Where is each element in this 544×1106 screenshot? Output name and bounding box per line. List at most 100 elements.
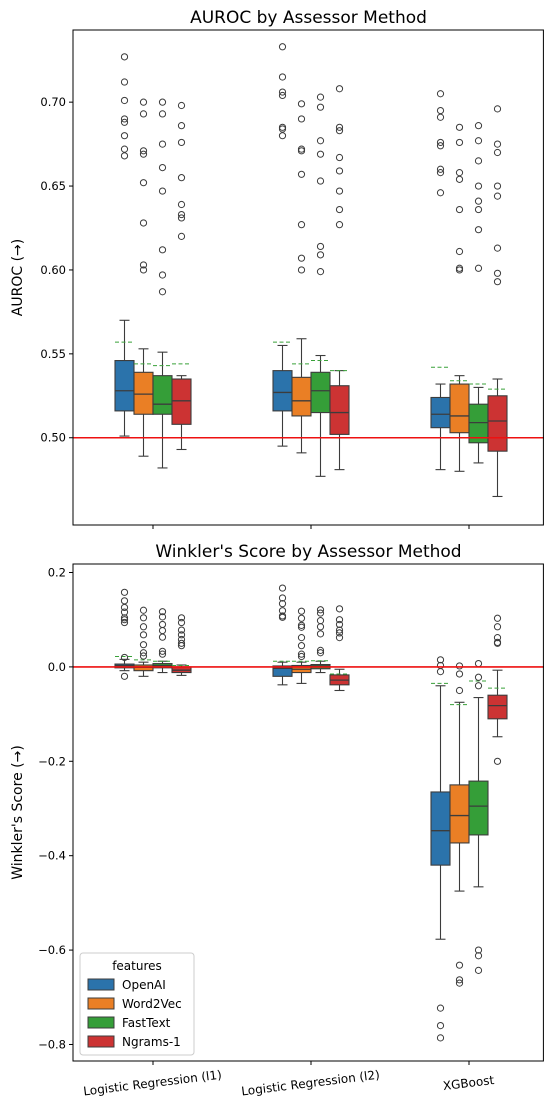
- y-axis-label: AUROC (→): [10, 239, 26, 316]
- outlier-point: [120, 78, 129, 86]
- outlier-point: [455, 670, 464, 678]
- outlier-point: [158, 98, 167, 106]
- legend: features OpenAI Word2Vec FastText Ngrams-1: [79, 952, 195, 1056]
- outlier-point: [335, 187, 344, 195]
- outlier-point: [335, 620, 344, 629]
- y-tick-label: 0.0: [48, 660, 66, 674]
- box-ngrams-1: [171, 378, 192, 425]
- chart-title: Winkler's Score by Assessor Method: [155, 542, 461, 562]
- outlier-point: [139, 219, 148, 227]
- outlier-point: [139, 649, 148, 657]
- box-word2vec: [449, 383, 470, 434]
- outlier-point: [474, 182, 483, 190]
- outlier-point: [316, 268, 325, 276]
- outlier-point: [139, 110, 148, 118]
- outlier-point: [177, 138, 186, 147]
- outlier-point: [139, 150, 148, 158]
- outlier-point: [493, 244, 502, 252]
- outlier-point: [455, 979, 464, 987]
- outlier-point: [474, 197, 483, 205]
- outlier-point: [316, 150, 325, 158]
- outlier-point: [158, 246, 167, 254]
- y-tick-label: 0.50: [40, 431, 66, 445]
- outlier-point: [278, 132, 287, 140]
- box-ngrams-1: [329, 385, 350, 435]
- outlier-point: [455, 205, 464, 214]
- outlier-point: [297, 614, 306, 622]
- outlier-point: [120, 115, 129, 123]
- outlier-point: [436, 1022, 445, 1030]
- outlier-point: [177, 200, 186, 209]
- outlier-point: [335, 167, 344, 175]
- outlier-point: [316, 242, 325, 251]
- outlier-point: [436, 668, 445, 676]
- outlier-point: [120, 588, 129, 596]
- outlier-point: [474, 157, 483, 165]
- outlier-point: [278, 594, 287, 602]
- outlier-point: [139, 147, 148, 155]
- outlier-point: [493, 105, 502, 113]
- outlier-point: [493, 182, 502, 190]
- legend-entry: Word2Vec: [122, 997, 182, 1011]
- x-tick-label: XGBoost: [442, 1073, 495, 1093]
- outlier-point: [297, 266, 306, 274]
- outlier-point: [177, 174, 186, 182]
- outlier-point: [436, 165, 445, 173]
- axes-frame: [72, 29, 544, 526]
- outlier-point: [316, 606, 325, 614]
- outlier-point: [474, 952, 483, 960]
- outlier-point: [436, 169, 445, 177]
- outlier-point: [297, 652, 306, 661]
- outlier-point: [316, 646, 325, 654]
- x-tick-label: Logistic Regression (l2): [241, 1068, 381, 1099]
- outlier-point: [139, 631, 148, 639]
- outlier-point: [474, 946, 483, 954]
- y-tick-label: −0.8: [38, 1037, 66, 1051]
- outlier-point: [158, 140, 167, 148]
- box-ngrams-1: [487, 694, 508, 720]
- outlier-point: [177, 639, 186, 647]
- box-word2vec: [291, 376, 312, 417]
- outlier-point: [316, 177, 325, 185]
- outlier-point: [120, 597, 129, 605]
- outlier-point: [158, 626, 167, 635]
- outlier-point: [436, 142, 445, 150]
- outlier-point: [493, 148, 502, 157]
- outlier-point: [177, 618, 186, 627]
- outlier-point: [474, 137, 483, 145]
- legend-entry: Ngrams-1: [122, 1035, 181, 1049]
- legend-swatch: [87, 1035, 115, 1048]
- outlier-point: [436, 106, 445, 115]
- x-tick-label: Logistic Regression (l1): [83, 1068, 223, 1099]
- outlier-point: [158, 620, 167, 629]
- outlier-point: [158, 613, 167, 621]
- outlier-point: [120, 614, 129, 622]
- outlier-point: [474, 682, 483, 690]
- outlier-point: [436, 113, 445, 121]
- box-openai: [430, 791, 451, 866]
- outlier-point: [493, 623, 502, 631]
- outlier-point: [474, 226, 483, 234]
- box-openai: [272, 370, 293, 412]
- outlier-point: [316, 617, 325, 625]
- outlier-point: [493, 269, 502, 277]
- outlier-point: [278, 125, 287, 133]
- outlier-point: [455, 976, 464, 984]
- outlier-point: [139, 614, 148, 622]
- outlier-point: [297, 254, 306, 262]
- legend-swatch: [87, 978, 115, 991]
- outlier-point: [474, 673, 483, 681]
- outlier-point: [158, 163, 167, 172]
- outlier-point: [493, 634, 502, 642]
- outlier-point: [278, 88, 287, 96]
- outlier-point: [455, 266, 464, 274]
- outlier-point: [455, 123, 464, 131]
- outlier-point: [297, 607, 306, 615]
- y-tick-label: 0.60: [40, 263, 66, 277]
- outlier-point: [177, 642, 186, 650]
- outlier-point: [177, 232, 186, 240]
- outlier-point: [297, 100, 306, 108]
- outlier-point: [297, 170, 306, 178]
- outlier-point: [278, 600, 287, 608]
